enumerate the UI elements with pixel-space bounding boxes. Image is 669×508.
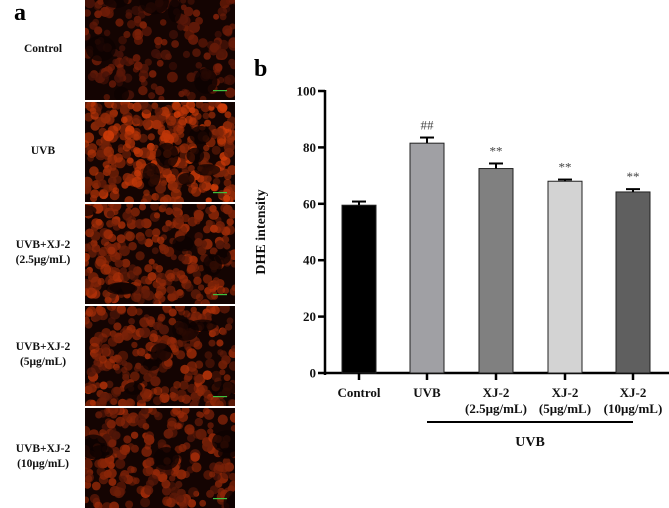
- group-bracket-label: UVB: [515, 435, 545, 450]
- row-label-line2: (2.5μg/mL): [15, 254, 71, 266]
- scale-bar: [213, 90, 227, 92]
- image-divider: [85, 406, 235, 408]
- row-label-line1: UVB: [30, 145, 56, 157]
- x-tick-label: XJ-2: [552, 385, 579, 400]
- row-label-line1: UVB+XJ-2: [15, 341, 71, 353]
- significance-marker: ##: [421, 118, 435, 133]
- scale-bar: [213, 192, 227, 194]
- y-tick-label: 0: [310, 366, 317, 381]
- bar: [478, 168, 514, 374]
- row-label: UVB+XJ-2 (2.5μg/mL): [0, 238, 86, 268]
- bar: [615, 191, 651, 374]
- y-tick-label: 100: [297, 84, 317, 99]
- micrograph-image: [85, 204, 235, 304]
- micrograph-image: [85, 102, 235, 202]
- significance-marker: **: [559, 160, 572, 175]
- scale-bar: [213, 498, 227, 500]
- x-tick-label: XJ-2: [620, 385, 647, 400]
- row-label: UVB+XJ-2 (5μg/mL): [0, 340, 86, 370]
- x-tick-label: (10μg/mL): [604, 401, 663, 416]
- micrograph-image: [85, 408, 235, 508]
- y-axis-label: DHE intensity: [254, 189, 269, 274]
- row-label-line2: (10μg/mL): [17, 458, 69, 470]
- y-tick-label: 60: [303, 196, 316, 211]
- image-divider: [85, 304, 235, 306]
- x-tick-label: (2.5μg/mL): [465, 401, 527, 416]
- row-label-line1: UVB+XJ-2: [15, 443, 71, 455]
- y-tick-label: 20: [303, 309, 316, 324]
- row-label: UVB+XJ-2 (10μg/mL): [0, 442, 86, 472]
- bar: [341, 204, 377, 374]
- image-divider: [85, 202, 235, 204]
- scale-bar: [213, 294, 227, 296]
- bar: [409, 142, 445, 374]
- micrograph-image: [85, 0, 235, 100]
- x-tick-label: Control: [337, 385, 380, 400]
- x-tick-label: UVB: [413, 385, 441, 400]
- panel-b-letter: b: [254, 56, 268, 82]
- x-tick-label: XJ-2: [483, 385, 510, 400]
- row-label-line2: (5μg/mL): [19, 356, 67, 368]
- row-label-line1: UVB+XJ-2: [15, 239, 71, 251]
- y-tick-label: 40: [303, 253, 316, 268]
- image-divider: [85, 100, 235, 102]
- significance-marker: **: [627, 169, 640, 184]
- panel-a-letter: a: [14, 0, 26, 26]
- row-label: Control: [0, 42, 86, 57]
- bar: [547, 180, 583, 374]
- y-tick-label: 80: [303, 140, 316, 155]
- scale-bar: [213, 396, 227, 398]
- row-label-line1: Control: [23, 43, 63, 55]
- x-tick-label: (5μg/mL): [539, 401, 591, 416]
- significance-marker: **: [490, 143, 503, 158]
- row-label: UVB: [0, 144, 86, 159]
- micrograph-image: [85, 306, 235, 406]
